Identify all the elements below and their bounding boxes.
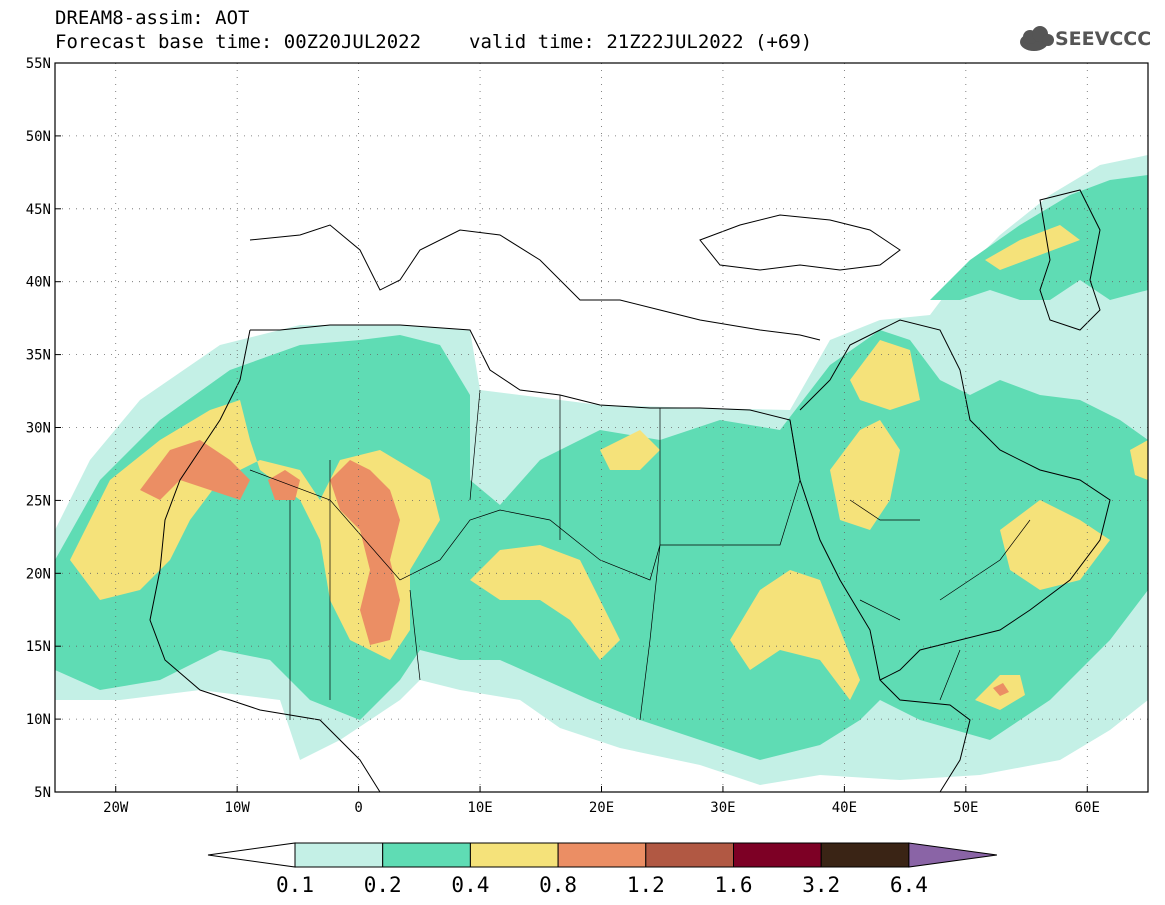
colorbar: 0.1 0.2 0.4 0.8 1.2 1.6 3.2 6.4: [207, 842, 997, 897]
aot-region-0-4h: [985, 225, 1080, 270]
aot-region-0-8b: [330, 460, 400, 645]
lon-tick-label: 30E: [710, 800, 735, 816]
colorbar-level-label: 1.2: [627, 873, 665, 897]
colorbar-level-label: 0.4: [451, 873, 489, 897]
lon-tick-label: 60E: [1075, 800, 1100, 816]
aot-region-0-4j: [1130, 440, 1148, 480]
west-africa-coast: [149, 329, 381, 792]
lat-tick-label: 25N: [26, 493, 51, 509]
lat-tick-label: 55N: [26, 56, 51, 72]
colorbar-swatch: [733, 842, 822, 868]
caspian-coast: [1039, 189, 1101, 331]
forecast-times: Forecast base time: 00Z20JUL2022 valid ti…: [55, 32, 812, 52]
colorbar-swatch: [469, 842, 559, 868]
colorbar-level-label: 3.2: [802, 873, 840, 897]
lon-tick-label: 20E: [589, 800, 614, 816]
lat-axis: 5N 10N 15N 20N 25N 30N 35N 40N 45N 50N 55N: [26, 56, 61, 801]
borders: [249, 389, 1031, 721]
aot-region-0-4g: [600, 430, 660, 470]
lat-tick-label: 15N: [26, 639, 51, 655]
coastlines: [149, 189, 1111, 792]
product-title: DREAM8-assim: AOT: [55, 7, 250, 29]
aot-region-0-8c: [268, 470, 300, 500]
lat-tick-label: 5N: [34, 785, 51, 801]
colorbar-level-label: 6.4: [890, 873, 928, 897]
aot-region-0-4d: [830, 420, 900, 530]
aot-region-0-8: [140, 440, 250, 500]
colorbar-level-label: 0.2: [364, 873, 402, 897]
lon-tick-label: 20W: [103, 800, 129, 816]
africa-coast: [250, 324, 971, 792]
lon-tick-label: 40E: [832, 800, 857, 816]
aot-region-0-4c: [730, 570, 860, 700]
lat-tick-label: 10N: [26, 712, 51, 728]
europe-coast: [249, 224, 821, 341]
lat-tick-label: 45N: [26, 202, 51, 218]
lat-tick-label: 40N: [26, 275, 51, 291]
lon-tick-label: 50E: [953, 800, 978, 816]
colorbar-swatch: [820, 842, 910, 868]
lon-tick-label: 10W: [225, 800, 251, 816]
aot-region-0-4f: [1000, 500, 1110, 590]
forecast-base-time: Forecast base time: 00Z20JUL2022: [55, 31, 422, 53]
black-sea-coast: [699, 214, 901, 271]
lat-tick-label: 50N: [26, 129, 51, 145]
arabia-coast: [799, 319, 1111, 681]
colorbar-swatch: [557, 842, 647, 868]
logo-text: SEEVCCC: [1055, 28, 1152, 50]
lat-tick-label: 20N: [26, 566, 51, 582]
colorbar-swatch: [382, 842, 471, 868]
colorbar-level-label: 0.8: [539, 873, 577, 897]
lat-tick-label: 35N: [26, 348, 51, 364]
colorbar-level-label: 1.6: [715, 873, 753, 897]
colorbar-above-arrow: [908, 842, 997, 868]
colorbar-swatch: [645, 842, 734, 868]
aot-region-0-8d: [993, 683, 1009, 696]
aot-region-0-4e: [850, 340, 920, 410]
lon-axis: 20W 10W 0 10E 20E 30E 40E 50E 60E: [103, 786, 1100, 816]
aot-region-0-4b: [470, 545, 620, 660]
lon-tick-label: 10E: [467, 800, 492, 816]
lat-tick-label: 30N: [26, 421, 51, 437]
colorbar-swatch: [294, 842, 384, 868]
colorbar-level-label: 0.1: [276, 873, 314, 897]
seevccc-logo: [1020, 26, 1054, 51]
valid-time: valid time: 21Z22JUL2022 (+69): [469, 31, 813, 53]
colorbar-below-arrow: [207, 842, 296, 868]
lon-tick-label: 0: [354, 800, 362, 816]
cloud-icon: [1020, 26, 1054, 51]
